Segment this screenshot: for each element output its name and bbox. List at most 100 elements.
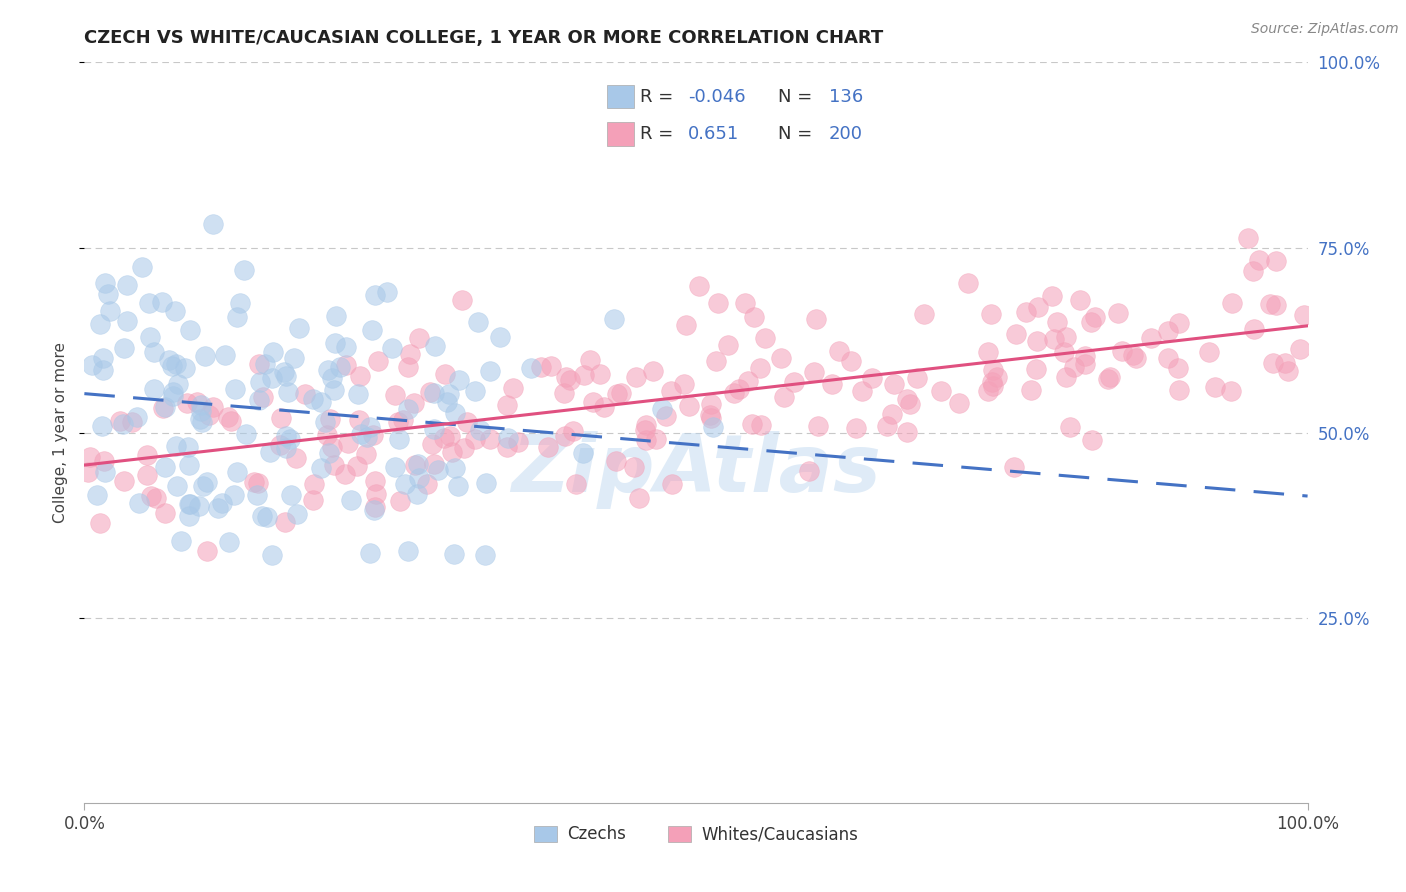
Point <box>702 420 724 434</box>
Point <box>737 374 759 388</box>
Point <box>606 387 628 401</box>
Point <box>94 465 117 479</box>
Point <box>672 376 695 391</box>
Point <box>277 384 299 399</box>
Point <box>322 458 344 472</box>
Point <box>773 390 796 404</box>
Point <box>1265 298 1288 312</box>
Point <box>388 432 411 446</box>
Point <box>207 500 229 515</box>
Point <box>474 548 496 562</box>
Point <box>366 486 388 500</box>
Point <box>423 421 446 435</box>
Point <box>165 439 187 453</box>
Point <box>173 360 195 375</box>
Point <box>520 360 543 375</box>
Point <box>439 428 461 442</box>
Point <box>804 312 827 326</box>
Point <box>329 359 352 374</box>
Point <box>392 413 415 427</box>
Point <box>112 342 135 356</box>
Point <box>363 503 385 517</box>
Point <box>260 548 283 562</box>
Point <box>179 497 201 511</box>
Point <box>408 331 430 345</box>
Point <box>273 365 295 379</box>
Point <box>496 398 519 412</box>
Point <box>1074 349 1097 363</box>
Point <box>582 394 605 409</box>
Point <box>1054 370 1077 384</box>
Point <box>259 445 281 459</box>
Point <box>150 295 173 310</box>
Point <box>316 363 339 377</box>
Point <box>166 376 188 391</box>
Point <box>1025 334 1047 348</box>
Point <box>153 506 176 520</box>
Point <box>318 446 340 460</box>
Point <box>1258 297 1281 311</box>
Point <box>1294 308 1316 322</box>
Point <box>179 323 201 337</box>
Point <box>191 415 214 429</box>
Point <box>1081 433 1104 447</box>
Point <box>247 357 270 371</box>
Point <box>337 436 360 450</box>
Point <box>981 378 1004 392</box>
Point <box>364 288 387 302</box>
Point <box>145 491 167 505</box>
Point <box>285 508 308 522</box>
Point <box>408 457 430 471</box>
Point <box>242 475 264 490</box>
Point <box>564 477 586 491</box>
Point <box>603 311 626 326</box>
Point <box>125 409 148 424</box>
Point <box>827 343 849 358</box>
Point <box>1005 327 1028 342</box>
Point <box>675 318 697 333</box>
Point <box>453 441 475 455</box>
Point <box>1080 315 1102 329</box>
Point <box>274 429 297 443</box>
Point <box>948 396 970 410</box>
Point <box>562 425 585 439</box>
Point <box>314 415 336 429</box>
Point <box>225 465 247 479</box>
Point <box>444 406 467 420</box>
Point <box>249 376 271 390</box>
Point <box>769 351 792 366</box>
Point <box>1219 384 1241 399</box>
Point <box>644 432 666 446</box>
Point <box>111 417 134 432</box>
Point <box>530 360 553 375</box>
Point <box>1053 344 1076 359</box>
Point <box>361 323 384 337</box>
Point <box>419 384 441 399</box>
Point <box>883 377 905 392</box>
Point <box>335 340 357 354</box>
Point <box>1167 384 1189 398</box>
Point <box>162 359 184 373</box>
Point <box>860 371 883 385</box>
Point <box>433 431 456 445</box>
Point <box>162 389 184 403</box>
Point <box>350 427 373 442</box>
Point <box>707 296 730 310</box>
Point <box>1237 231 1260 245</box>
Point <box>201 217 224 231</box>
Point <box>396 401 419 416</box>
Point <box>193 478 215 492</box>
Point <box>136 448 159 462</box>
Point <box>387 415 409 429</box>
Point <box>364 474 387 488</box>
Point <box>956 276 979 290</box>
Point <box>252 390 274 404</box>
Point <box>197 544 219 558</box>
Point <box>742 310 765 324</box>
Point <box>1002 460 1025 475</box>
Point <box>803 365 825 379</box>
Point <box>1074 357 1097 371</box>
Point <box>876 418 898 433</box>
Point <box>254 357 277 371</box>
Point <box>655 409 678 423</box>
